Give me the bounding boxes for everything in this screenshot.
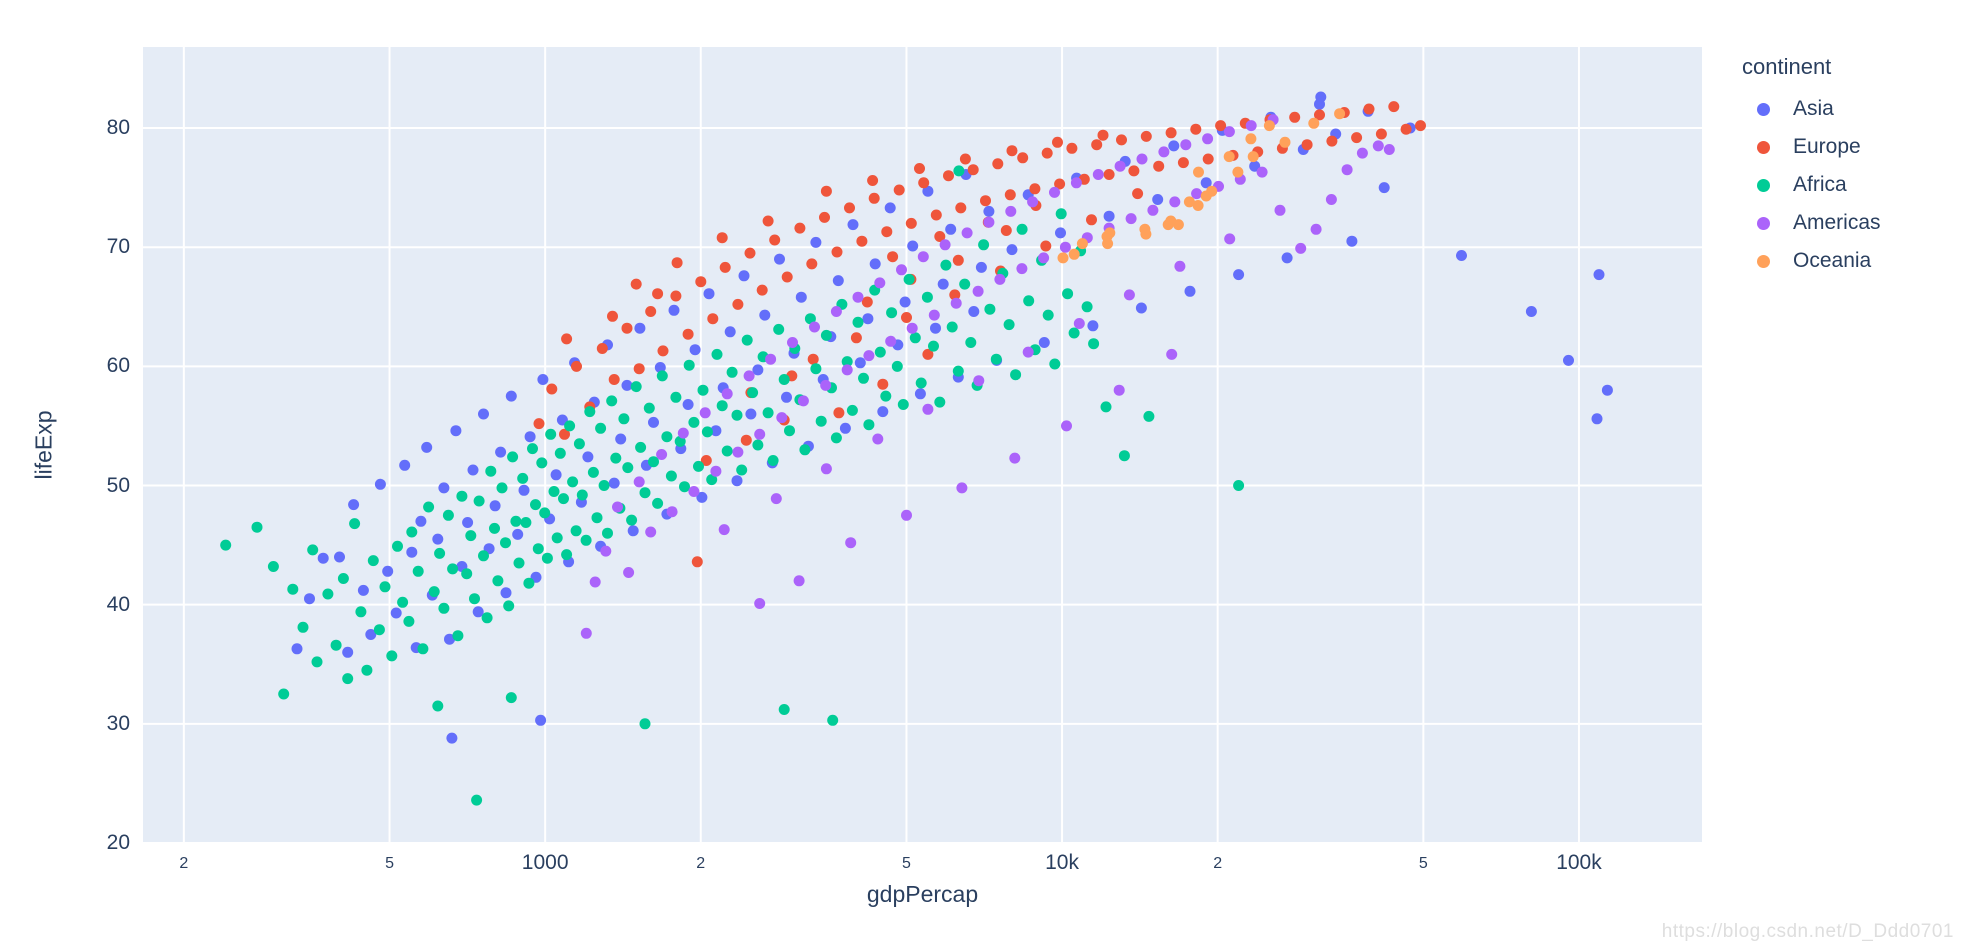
y-tick-30: 30 <box>106 711 130 735</box>
x-tick-5: 5 <box>385 855 394 872</box>
legend-marker-icon <box>1757 216 1770 230</box>
x-tick-5: 5 <box>902 855 911 872</box>
x-axis-title: gdpPercap <box>866 881 979 907</box>
legend-marker-icon <box>1757 254 1770 268</box>
x-tick-5: 5 <box>1418 855 1428 872</box>
y-tick-70: 70 <box>106 235 130 259</box>
legend-item-asia[interactable]: Asia <box>1742 90 1881 128</box>
legend-item-africa[interactable]: Africa <box>1742 166 1881 204</box>
legend-items: Asia Europe Africa Americas Oceania <box>1742 90 1881 280</box>
series-americas <box>580 114 1395 639</box>
x-tick-2: 2 <box>179 855 189 872</box>
legend-marker-icon <box>1757 140 1770 154</box>
legend-item-europe[interactable]: Europe <box>1742 128 1881 166</box>
y-tick-50: 50 <box>106 473 130 497</box>
series-europe <box>533 101 1426 568</box>
x-tick-10k: 10k <box>1045 851 1079 874</box>
y-axis-title: lifeExp <box>30 410 57 480</box>
legend-item-americas[interactable]: Americas <box>1742 204 1881 242</box>
legend-item-oceania[interactable]: Oceania <box>1742 242 1881 280</box>
plot-area[interactable] <box>143 47 1702 843</box>
legend-item-label: Oceania <box>1793 249 1872 272</box>
y-tick-40: 40 <box>106 592 130 616</box>
y-tick-60: 60 <box>106 354 130 378</box>
x-tick-2: 2 <box>1213 855 1223 872</box>
x-tick-2: 2 <box>696 855 706 872</box>
series-oceania <box>1057 108 1346 264</box>
y-tick-20: 20 <box>106 831 130 854</box>
legend-marker-icon <box>1757 178 1770 192</box>
series-africa <box>220 165 1245 806</box>
legend-title: continent <box>1742 54 1832 79</box>
legend-item-label: Europe <box>1793 135 1861 158</box>
y-tick-80: 80 <box>106 116 130 140</box>
watermark: https://blog.csdn.net/D_Ddd0701 <box>1661 921 1954 942</box>
legend-item-label: Asia <box>1793 97 1834 120</box>
scatter-canvas <box>143 47 1702 843</box>
legend-item-label: Africa <box>1793 173 1847 196</box>
legend-marker-icon <box>1757 102 1770 116</box>
x-tick-1000: 1000 <box>521 851 569 874</box>
series-asia <box>291 91 1613 744</box>
legend: continent Asia Europe Africa Americas Oceani… <box>1742 53 1881 280</box>
x-tick-100k: 100k <box>1556 851 1602 874</box>
legend-item-label: Americas <box>1793 211 1881 234</box>
